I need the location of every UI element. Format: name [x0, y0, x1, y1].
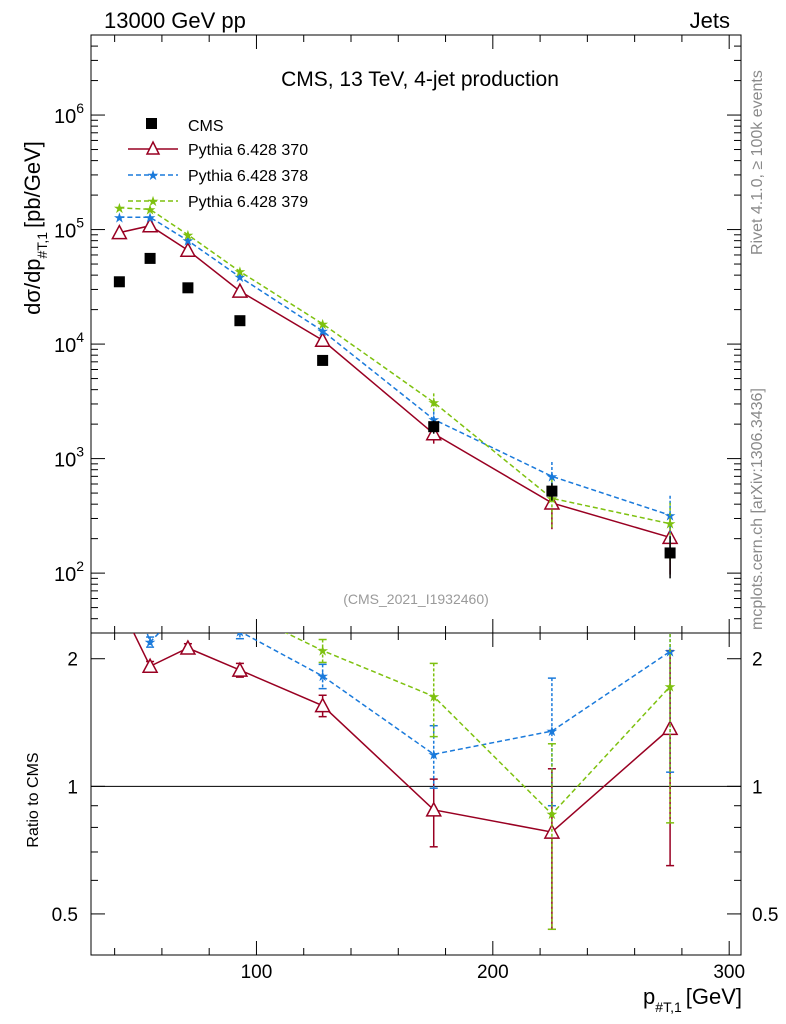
ratio-point-2: ★	[427, 688, 440, 704]
legend-label-378: Pythia 6.428 378	[188, 168, 308, 185]
ratio-point-1: ★	[546, 723, 559, 739]
ratio-tick-label: 0.5	[52, 905, 78, 926]
ratio-tick-label-right: 0.5	[752, 905, 778, 926]
cms-point	[546, 485, 558, 497]
series-point-2: ★	[316, 316, 329, 332]
legend-marker-378: ★	[147, 167, 160, 183]
series-point-1: ★	[182, 233, 195, 249]
cms-point	[182, 282, 194, 294]
cms-point	[113, 276, 125, 288]
ratio-point-2: ★	[144, 602, 157, 618]
ratio-point-2: ★	[234, 602, 247, 618]
series-point-2: ★	[182, 227, 195, 243]
legend-marker-379: ★	[147, 193, 160, 209]
cms-point	[234, 315, 246, 327]
series-line-1	[119, 216, 671, 516]
series-line-2	[119, 207, 671, 525]
header-left: 13000 GeV pp	[104, 8, 246, 33]
ratio-point-0	[112, 596, 126, 609]
cms-point	[428, 421, 440, 433]
series-point-1: ★	[144, 209, 157, 225]
legend-label-379: Pythia 6.428 379	[188, 194, 308, 211]
main-series-layer: ★ ★★★★★★★★ ★★★★★★★	[111, 200, 679, 579]
ratio-panel-frame	[90, 632, 742, 956]
ratio-point-0	[179, 639, 197, 655]
series-point-2: ★	[427, 394, 440, 410]
ratio-point-2: ★	[316, 643, 329, 659]
legend-label-370: Pythia 6.428 370	[188, 142, 308, 159]
ratio-series-layer: ★★★★★★★★★★★★★★★★	[112, 523, 679, 931]
ratio-point-0	[425, 801, 442, 817]
y-tick-label: 104	[54, 329, 84, 357]
series-point-0	[231, 282, 249, 298]
series-point-1: ★	[234, 269, 247, 285]
analysis-id: (CMS_2021_I1932460)	[343, 591, 489, 607]
ratio-point-0	[231, 661, 249, 677]
series-point-0	[179, 241, 197, 257]
ratio-point-1: ★	[182, 595, 195, 611]
ratio-point-1: ★	[144, 634, 157, 650]
series-point-0	[141, 217, 159, 233]
cms-point	[664, 547, 676, 559]
ratio-point-0	[661, 719, 679, 736]
y-axis-label: dσ/dp#T,1[pb/GeV]	[20, 141, 50, 315]
ratio-y-label: Ratio to CMS	[25, 752, 42, 847]
ratio-point-1: ★	[427, 746, 440, 762]
ratio-point-2: ★	[113, 523, 126, 539]
ratio-point-2: ★	[664, 678, 677, 694]
svg-text:dσ/dp#T,1[pb/GeV]: dσ/dp#T,1[pb/GeV]	[20, 141, 50, 315]
series-point-2: ★	[234, 264, 247, 280]
series-point-2: ★	[113, 200, 126, 216]
ratio-point-2: ★	[182, 582, 195, 598]
ratio-point-1: ★	[316, 668, 329, 684]
series-point-0	[543, 494, 561, 510]
x-tick-label: 200	[477, 962, 509, 983]
x-axis-label: p#T,1 [GeV]	[643, 984, 742, 1015]
ratio-tick-label: 1	[67, 777, 78, 798]
y-tick-label: 103	[54, 444, 84, 472]
y-tick-label: 105	[54, 215, 84, 243]
ratio-point-1: ★	[234, 623, 247, 639]
series-point-0	[111, 224, 128, 240]
ratio-tick-label-right: 2	[752, 650, 763, 671]
ratio-axis-ticks: 100 200 300 0.5 0.5 1 1 2 2	[52, 633, 778, 983]
mcplots-label: mcplots.cern.ch [arXiv:1306.3436]	[749, 388, 766, 630]
series-point-2: ★	[664, 516, 677, 532]
ratio-point-0	[314, 697, 331, 713]
cms-point	[144, 252, 156, 264]
ratio-line-1	[146, 633, 671, 756]
legend: CMS Pythia 6.428 370 ★ Pythia 6.428 378 …	[128, 118, 308, 211]
cms-point	[317, 354, 329, 366]
rivet-label: Rivet 4.1.0, ≥ 100k events	[749, 70, 766, 255]
series-point-1: ★	[113, 209, 126, 225]
chart-title: CMS, 13 TeV, 4-jet production	[281, 68, 559, 91]
series-point-0	[314, 331, 331, 348]
ratio-point-2: ★	[546, 806, 559, 822]
main-axis-ticks: 102 103 104 105 106	[54, 34, 741, 634]
series-point-1: ★	[546, 468, 559, 484]
ratio-tick-label-right: 1	[752, 777, 763, 798]
y-tick-label: 106	[54, 100, 84, 128]
ratio-line-0	[132, 633, 671, 833]
ratio-line-2	[284, 633, 671, 816]
legend-label-cms: CMS	[188, 118, 224, 135]
series-point-2: ★	[144, 201, 157, 217]
series-line-0	[119, 224, 671, 539]
ratio-point-1: ★	[113, 543, 126, 559]
x-tick-label: 300	[713, 962, 745, 983]
x-tick-label: 100	[241, 962, 273, 983]
legend-marker-cms	[146, 118, 157, 129]
header-right: Jets	[690, 8, 730, 33]
ratio-tick-label: 2	[67, 650, 78, 671]
ratio-point-0	[141, 657, 159, 673]
legend-marker-370	[145, 140, 161, 155]
y-tick-label: 102	[54, 558, 84, 586]
